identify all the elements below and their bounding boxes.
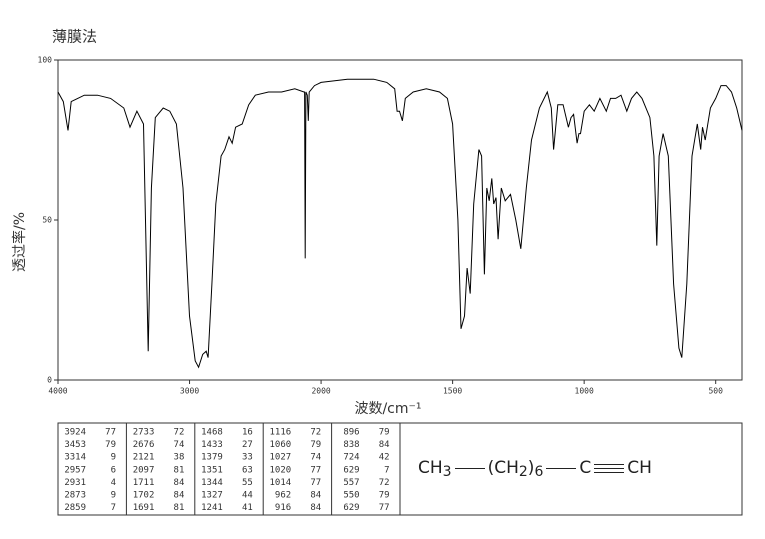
peak-wavenumber: 1711	[133, 478, 155, 488]
spectrum-line	[57, 78, 743, 369]
peak-wavenumber: 2931	[64, 478, 86, 488]
peak-wavenumber: 962	[275, 491, 291, 501]
formula-subscript: 6	[534, 464, 544, 480]
peak-transmittance: 77	[105, 428, 116, 438]
peak-wavenumber: 896	[343, 428, 359, 438]
peak-wavenumber: 3314	[64, 453, 86, 463]
single-bond	[546, 467, 577, 469]
x-tick-label: 3000	[180, 387, 199, 396]
peak-wavenumber: 838	[343, 440, 359, 450]
x-tick-label: 500	[708, 387, 723, 396]
peak-wavenumber: 2121	[133, 453, 155, 463]
peak-wavenumber: 1020	[270, 465, 292, 475]
peak-wavenumber: 629	[343, 465, 359, 475]
x-tick-label: 1500	[443, 387, 462, 396]
formula-subscript: 3	[442, 464, 452, 480]
peak-transmittance: 84	[379, 440, 390, 450]
formula-part: )	[527, 458, 535, 478]
peak-wavenumber: 2097	[133, 465, 155, 475]
peak-wavenumber: 1241	[201, 503, 223, 513]
x-axis-label: 波数/cm⁻¹	[354, 401, 421, 417]
peak-transmittance: 4	[111, 478, 116, 488]
peak-wavenumber: 1344	[201, 478, 223, 488]
peak-transmittance: 84	[174, 491, 185, 501]
single-bond	[454, 467, 485, 469]
formula-part: CH	[627, 458, 652, 478]
peak-wavenumber: 1433	[201, 440, 223, 450]
peak-wavenumber: 1468	[201, 428, 223, 438]
peak-transmittance: 72	[310, 428, 321, 438]
peak-transmittance: 79	[379, 428, 390, 438]
peak-transmittance: 74	[310, 453, 321, 463]
peak-wavenumber: 1327	[201, 491, 223, 501]
structural-formula: CH 3 (CH 2) 6 C CH	[418, 458, 652, 480]
x-tick-label: 4000	[48, 387, 67, 396]
peak-transmittance: 44	[242, 491, 253, 501]
peak-wavenumber: 1702	[133, 491, 155, 501]
peak-wavenumber: 2957	[64, 465, 86, 475]
peak-transmittance: 55	[242, 478, 253, 488]
triple-bond	[594, 463, 625, 473]
y-tick-label: 100	[38, 56, 53, 65]
peak-transmittance: 41	[242, 503, 253, 513]
peak-wavenumber: 2873	[64, 491, 86, 501]
peak-wavenumber: 550	[343, 491, 359, 501]
peak-transmittance: 27	[242, 440, 253, 450]
peak-transmittance: 84	[310, 503, 321, 513]
formula-part: C	[579, 458, 592, 478]
peak-transmittance: 38	[174, 453, 185, 463]
peak-transmittance: 33	[242, 453, 253, 463]
peak-wavenumber: 2676	[133, 440, 155, 450]
y-tick-label: 0	[47, 376, 52, 385]
peak-transmittance: 79	[105, 440, 116, 450]
formula-part: (CH	[487, 458, 519, 478]
peak-transmittance: 72	[379, 478, 390, 488]
peak-transmittance: 9	[111, 491, 116, 501]
peak-transmittance: 84	[310, 491, 321, 501]
chart-title: 薄膜法	[52, 28, 97, 46]
peak-transmittance: 77	[379, 503, 390, 513]
formula-subscript: 2	[518, 464, 528, 480]
peak-wavenumber: 3453	[64, 440, 86, 450]
peak-transmittance: 16	[242, 428, 253, 438]
peak-transmittance: 84	[174, 478, 185, 488]
peak-wavenumber: 1060	[270, 440, 292, 450]
peak-wavenumber: 1027	[270, 453, 292, 463]
peak-transmittance: 81	[174, 465, 185, 475]
formula-part: CH	[418, 458, 443, 478]
peak-wavenumber: 1116	[270, 428, 292, 438]
x-tick-label: 1000	[575, 387, 594, 396]
peak-transmittance: 79	[379, 491, 390, 501]
x-tick-label: 2000	[311, 387, 330, 396]
peak-wavenumber: 724	[343, 453, 359, 463]
peak-transmittance: 77	[310, 478, 321, 488]
peak-wavenumber: 629	[343, 503, 359, 513]
peak-wavenumber: 557	[343, 478, 359, 488]
peak-transmittance: 81	[174, 503, 185, 513]
plot-frame	[57, 59, 743, 381]
peak-wavenumber: 916	[275, 503, 291, 513]
peak-transmittance: 72	[174, 428, 185, 438]
peak-transmittance: 74	[174, 440, 185, 450]
peak-wavenumber: 2733	[133, 428, 155, 438]
peak-wavenumber: 3924	[64, 428, 86, 438]
peak-transmittance: 79	[310, 440, 321, 450]
peak-wavenumber: 1014	[270, 478, 292, 488]
peak-wavenumber: 1351	[201, 465, 223, 475]
peak-transmittance: 42	[379, 453, 390, 463]
peak-wavenumber: 1691	[133, 503, 155, 513]
peak-transmittance: 7	[384, 465, 389, 475]
peak-wavenumber: 2859	[64, 503, 86, 513]
peak-transmittance: 6	[111, 465, 116, 475]
peak-wavenumber: 1379	[201, 453, 223, 463]
peak-transmittance: 77	[310, 465, 321, 475]
peak-transmittance: 7	[111, 503, 116, 513]
peak-transmittance: 9	[111, 453, 116, 463]
peak-transmittance: 63	[242, 465, 253, 475]
y-tick-label: 50	[42, 216, 52, 225]
y-axis-label: 透过率/%	[11, 212, 28, 272]
